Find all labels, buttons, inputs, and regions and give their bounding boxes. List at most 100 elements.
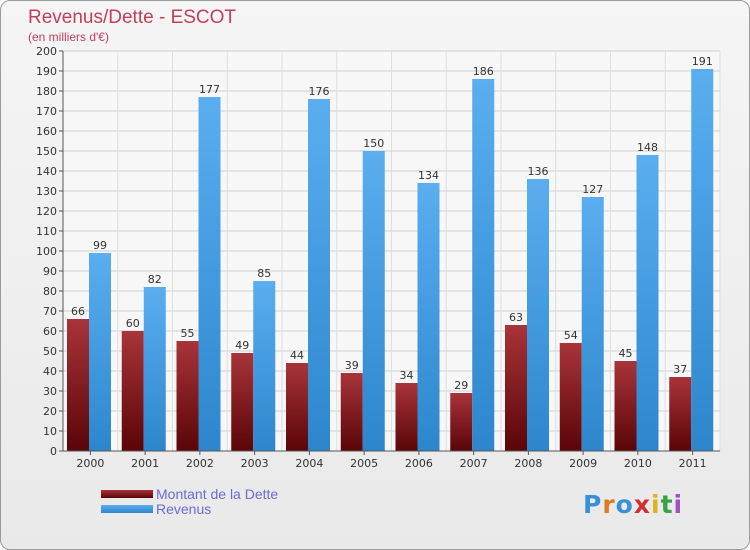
data-label-debt-2002: 55 [181,327,195,340]
legend-label-revenus: Revenus [156,501,212,517]
bar-debt-2001 [121,331,144,451]
data-label-revenus-2007: 186 [473,65,494,78]
x-tick-label-2000: 2000 [76,457,104,470]
x-tick-label-2010: 2010 [624,457,652,470]
y-tick-label: 30 [43,385,57,398]
y-tick-label: 200 [36,45,57,58]
grid-layer [62,50,721,452]
data-label-debt-2001: 60 [126,317,140,330]
y-tick-label: 150 [36,145,57,158]
bar-debt-2011 [669,377,692,451]
chart-subtitle: (en milliers d'€) [28,30,109,44]
y-tick-label: 60 [43,325,57,338]
y-tick-label: 110 [36,225,57,238]
data-label-debt-2003: 49 [235,339,249,352]
data-label-revenus-2001: 82 [148,273,162,286]
bar-revenus-2000 [89,253,111,451]
bar-revenus-2007 [472,79,495,451]
logo-letter: o [615,490,634,519]
legend-swatch-debt [101,490,153,498]
bar-revenus-2003 [253,281,276,451]
data-label-debt-2005: 39 [345,359,359,372]
y-tick-label: 70 [43,305,57,318]
data-label-revenus-2010: 148 [637,141,658,154]
logo-letter: P [583,490,603,519]
legend-swatch-revenus [101,505,153,513]
bar-debt-2007 [450,393,473,451]
data-label-revenus-2004: 176 [309,85,330,98]
bar-revenus-2004 [308,99,330,451]
logo-letter: t [660,490,674,519]
y-tick-label: 180 [36,85,57,98]
bar-revenus-2002 [198,97,221,451]
logo-letter: r [602,490,616,519]
bar-debt-2005 [340,373,363,451]
y-tick-label: 120 [36,205,57,218]
data-label-revenus-2002: 177 [199,83,220,96]
x-tick-label-2008: 2008 [514,457,542,470]
data-label-debt-2010: 45 [619,347,633,360]
bar-revenus-2009 [581,197,604,451]
y-tick-label: 10 [43,425,57,438]
data-label-debt-2006: 34 [400,369,414,382]
bar-debt-2009 [559,343,582,451]
axes-layer: 0 10 20 30 40 50 60 70 80 90 100 110 120 130 140 150 160… [36,45,720,470]
data-label-debt-2011: 37 [673,363,687,376]
y-tick-label: 190 [36,65,57,78]
y-tick-label: 20 [43,405,57,418]
data-label-debt-2009: 54 [564,329,578,342]
data-label-revenus-2006: 134 [418,169,439,182]
data-label-revenus-2003: 85 [257,267,271,280]
x-tick-label-2009: 2009 [569,457,597,470]
y-tick-label: 130 [36,185,57,198]
x-tick-label-2005: 2005 [350,457,378,470]
data-label-debt-2007: 29 [454,379,468,392]
logo-letter: i [651,490,661,519]
x-tick-label-2011: 2011 [679,457,707,470]
x-tick-label-2001: 2001 [131,457,159,470]
logo-letter: i [673,490,684,519]
bar-revenus-2008 [527,179,549,451]
y-tick-label: 170 [36,105,57,118]
data-label-revenus-2009: 127 [582,183,603,196]
bar-revenus-2005 [362,151,385,451]
data-label-revenus-2011: 191 [692,55,713,68]
chart-title: Revenus/Dette - ESCOT [28,7,237,28]
bar-debt-2000 [67,319,89,451]
bar-debt-2008 [505,325,527,451]
bar-debt-2002 [176,341,199,451]
y-tick-label: 90 [43,265,57,278]
y-tick-label: 50 [43,345,57,358]
bar-revenus-2006 [417,183,440,451]
bar-revenus-2001 [143,287,166,451]
y-tick-label: 160 [36,125,57,138]
bar-debt-2004 [286,363,308,451]
bar-revenus-2010 [636,155,659,451]
logo-letter: x [633,490,651,519]
data-label-debt-2008: 63 [509,311,523,324]
bar-debt-2006 [395,383,418,451]
data-label-revenus-2005: 150 [363,137,384,150]
x-tick-label-2003: 2003 [241,457,269,470]
data-label-debt-2004: 44 [290,349,304,362]
data-label-revenus-2000: 99 [93,239,107,252]
x-tick-label-2006: 2006 [405,457,433,470]
bar-debt-2010 [614,361,637,451]
y-tick-label: 140 [36,165,57,178]
legend-label-debt: Montant de la Dette [156,486,279,502]
data-label-revenus-2008: 136 [528,165,549,178]
x-tick-label-2002: 2002 [186,457,214,470]
bar-debt-2003 [231,353,254,451]
x-tick-label-2007: 2007 [460,457,488,470]
y-tick-label: 40 [43,365,57,378]
bars-layer: 66 99 60 82 55 177 49 85 44 176 39 150 34 134 29 186 63 1… [67,55,714,451]
y-tick-label: 100 [36,245,57,258]
y-tick-label: 0 [50,445,57,458]
y-tick-label: 80 [43,285,57,298]
x-tick-label-2004: 2004 [295,457,323,470]
bar-revenus-2011 [691,69,714,451]
proxiti-logo: Proxiti [583,490,683,519]
data-label-debt-2000: 66 [71,305,85,318]
